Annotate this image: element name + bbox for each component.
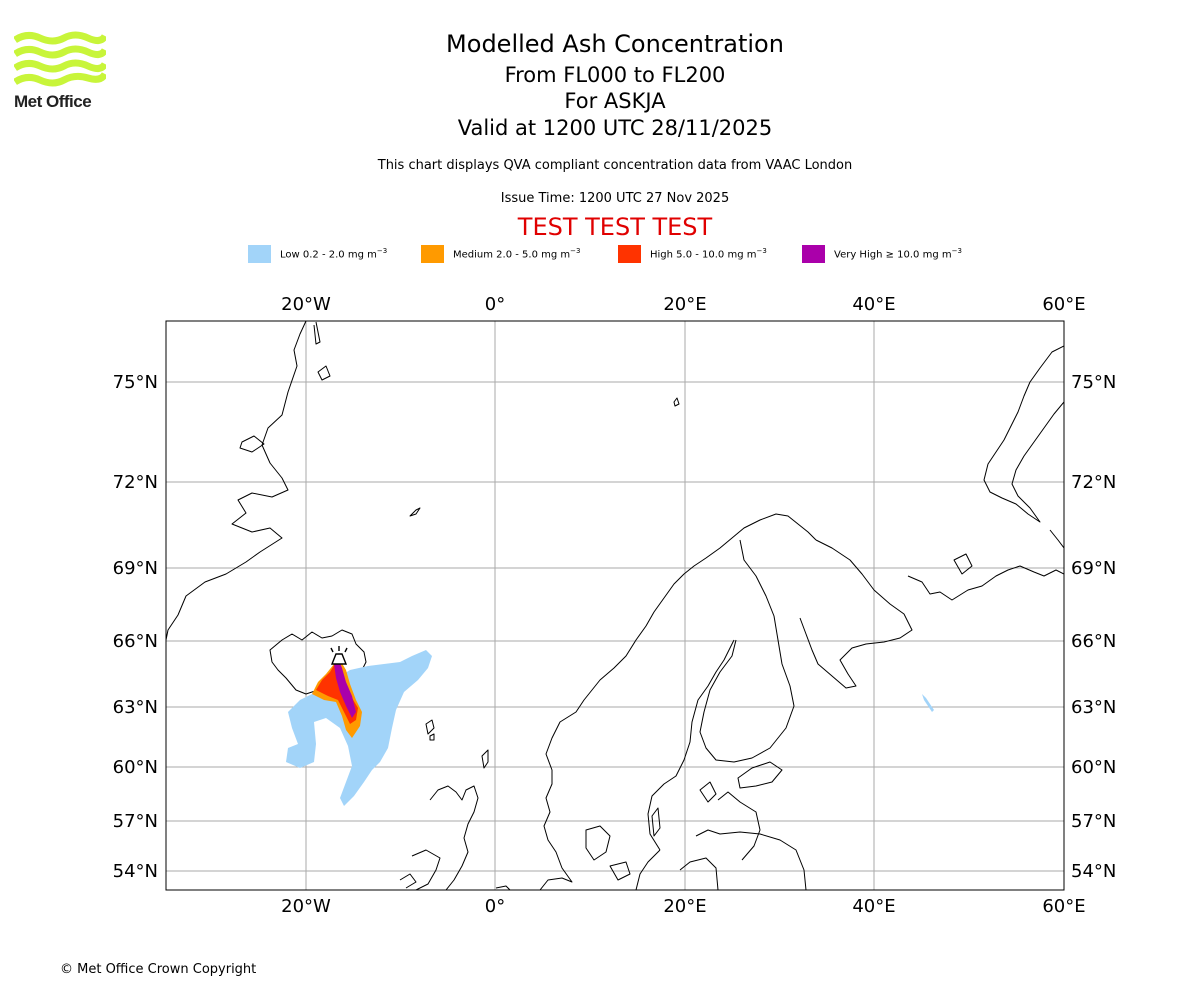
greenland-coast <box>166 321 306 640</box>
graticule <box>166 321 1064 890</box>
lat-label-right: 60°N <box>1071 757 1116 778</box>
lon-label-bottom: 20°W <box>281 896 331 917</box>
coastlines <box>166 321 1064 890</box>
finland-coast <box>700 540 794 762</box>
lat-label-left: 63°N <box>113 697 158 718</box>
ash-concentration-map: 20°W 0° 20°E 40°E 60°E 20°W 0° 20°E 40°E… <box>0 0 1200 1000</box>
lon-label-bottom: 20°E <box>663 896 706 917</box>
uk-coast <box>430 786 478 890</box>
lat-label-left: 72°N <box>113 472 158 493</box>
latitude-labels-left: 75°N 72°N 69°N 66°N 63°N 60°N 57°N 54°N <box>113 372 158 882</box>
lon-label-bottom: 40°E <box>852 896 895 917</box>
novaya-zemlya-coast <box>984 346 1064 522</box>
lon-label-bottom: 0° <box>485 896 505 917</box>
lat-label-left: 75°N <box>113 372 158 393</box>
lon-label-top: 40°E <box>852 294 895 315</box>
lat-label-right: 75°N <box>1071 372 1116 393</box>
ash-region-low <box>286 650 432 806</box>
lon-label-top: 20°W <box>281 294 331 315</box>
lat-label-left: 69°N <box>113 558 158 579</box>
lon-label-top: 0° <box>485 294 505 315</box>
lat-label-left: 57°N <box>113 811 158 832</box>
norway-coast <box>540 514 816 890</box>
lat-label-right: 57°N <box>1071 811 1116 832</box>
longitude-labels-bottom: 20°W 0° 20°E 40°E 60°E <box>281 896 1085 917</box>
russia-coast <box>800 540 912 688</box>
lon-label-bottom: 60°E <box>1042 896 1085 917</box>
longitude-labels-top: 20°W 0° 20°E 40°E 60°E <box>281 294 1085 315</box>
map-frame <box>166 321 1064 890</box>
copyright-notice: © Met Office Crown Copyright <box>60 962 256 977</box>
lat-label-left: 60°N <box>113 757 158 778</box>
volcano-icon <box>331 646 347 664</box>
latitude-labels-right: 75°N 72°N 69°N 66°N 63°N 60°N 57°N 54°N <box>1071 372 1116 882</box>
lat-label-right: 54°N <box>1071 861 1116 882</box>
lat-label-right: 66°N <box>1071 631 1116 652</box>
ash-region-low-east <box>922 694 934 712</box>
lon-label-top: 60°E <box>1042 294 1085 315</box>
lon-label-top: 20°E <box>663 294 706 315</box>
lat-label-right: 72°N <box>1071 472 1116 493</box>
lat-label-left: 66°N <box>113 631 158 652</box>
lat-label-left: 54°N <box>113 861 158 882</box>
lat-label-right: 63°N <box>1071 697 1116 718</box>
lat-label-right: 69°N <box>1071 558 1116 579</box>
